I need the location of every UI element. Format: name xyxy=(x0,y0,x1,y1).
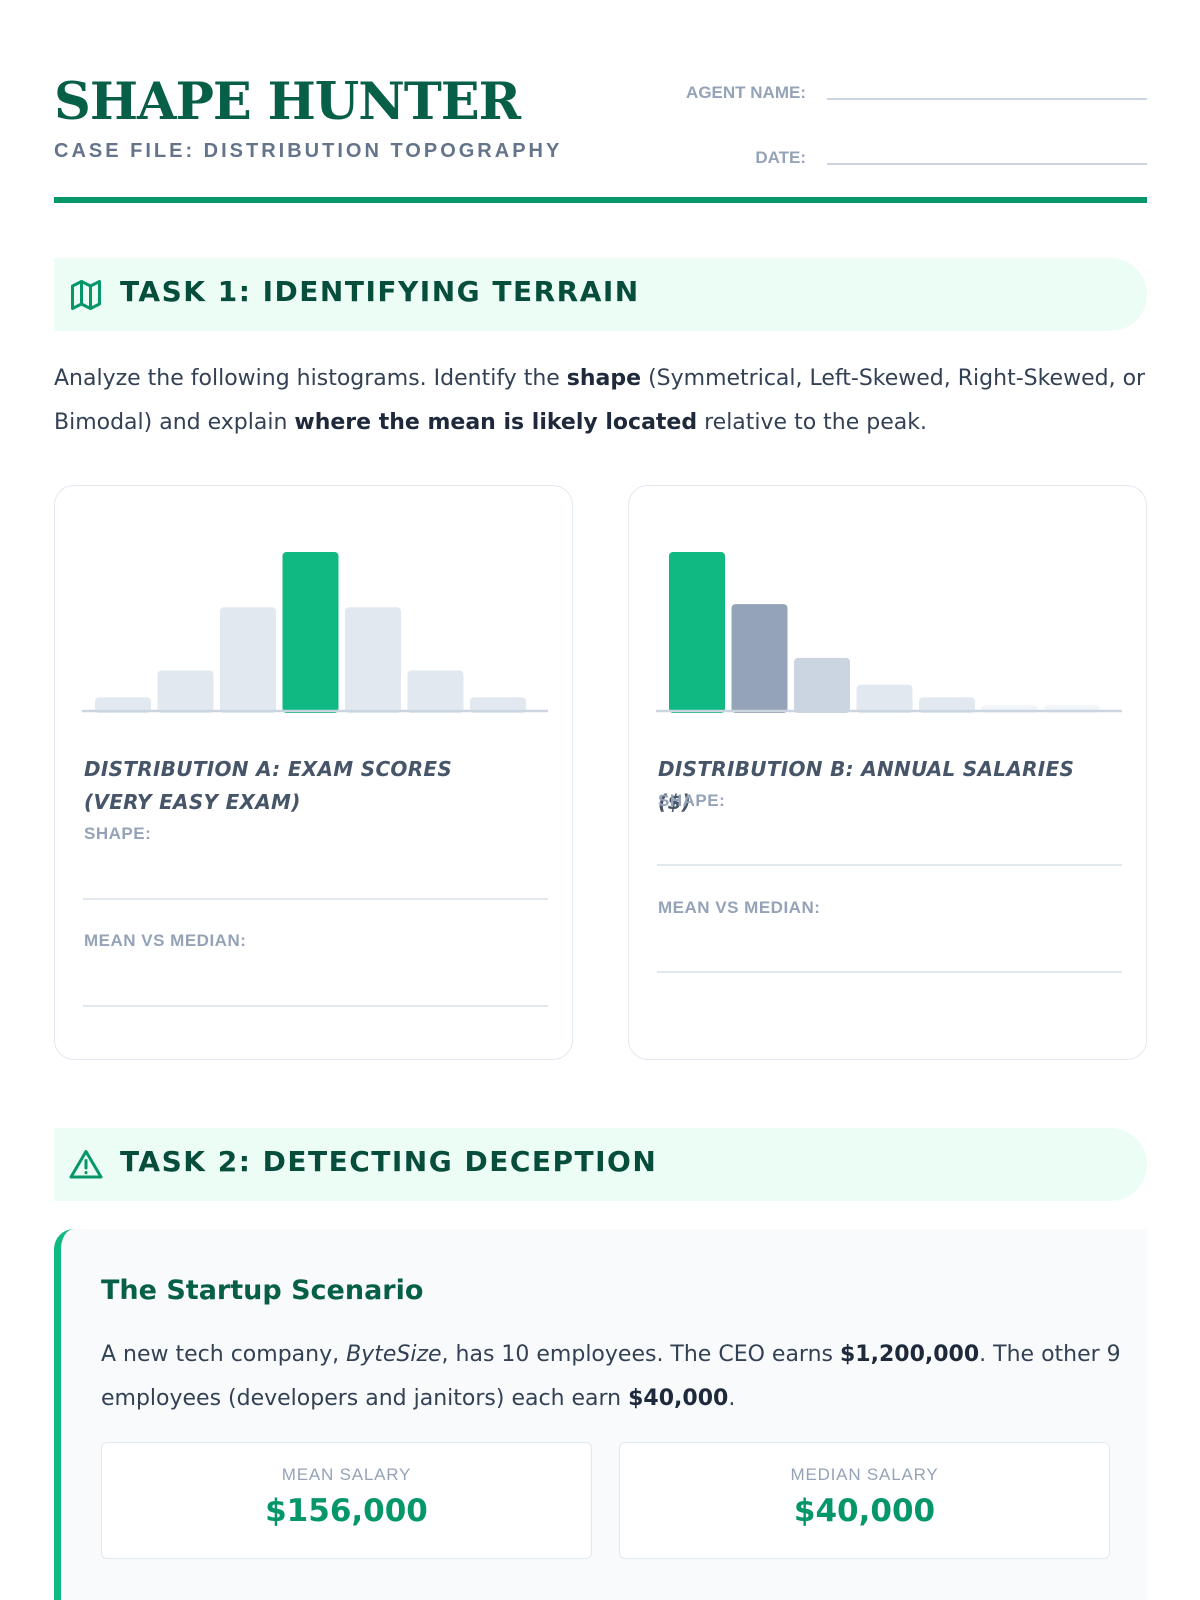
mean-salary-value: $156,000 xyxy=(265,1493,428,1529)
histogram-bar xyxy=(794,657,850,713)
task1-instructions: Analyze the following histograms. Identi… xyxy=(54,366,1146,435)
date-label: DATE: xyxy=(755,148,806,167)
histogram-bar xyxy=(345,607,401,713)
histogram-a xyxy=(82,552,548,713)
shape-answer-line[interactable] xyxy=(657,864,1122,866)
warning-icon xyxy=(69,1150,103,1179)
histogram-bar xyxy=(731,604,788,713)
median-salary-card: MEDIAN SALARY $40,000 xyxy=(619,1442,1110,1559)
median-salary-label: MEDIAN SALARY xyxy=(790,1465,939,1484)
task1-banner: TASK 1: IDENTIFYING TERRAIN xyxy=(54,258,1147,331)
histogram-bar xyxy=(282,552,339,713)
scenario-box: The Startup Scenario A new tech company,… xyxy=(54,1229,1147,1600)
median-salary-value: $40,000 xyxy=(793,1493,936,1529)
agent-name-line[interactable] xyxy=(827,98,1147,100)
shape-label: SHAPE: xyxy=(658,791,726,810)
shape-label: SHAPE: xyxy=(84,824,152,843)
date-field[interactable]: DATE: xyxy=(667,142,1147,172)
mean-salary-card: MEAN SALARY $156,000 xyxy=(101,1442,592,1559)
histogram-bar xyxy=(470,697,526,713)
page-title: SHAPE HUNTER xyxy=(54,72,521,132)
agent-name-field[interactable]: AGENT NAME: xyxy=(667,77,1147,107)
task1-title: TASK 1: IDENTIFYING TERRAIN xyxy=(120,275,640,308)
histogram-b xyxy=(656,552,1122,713)
page-subtitle: CASE FILE: DISTRIBUTION TOPOGRAPHY xyxy=(54,140,563,162)
task2-banner: TASK 2: DETECTING DECEPTION xyxy=(54,1128,1147,1201)
agent-name-label: AGENT NAME: xyxy=(686,83,806,102)
histogram-bar xyxy=(856,684,913,713)
header-divider xyxy=(54,197,1147,203)
map-icon xyxy=(71,280,101,310)
worksheet-header: SHAPE HUNTER CASE FILE: DISTRIBUTION TOP… xyxy=(54,70,1147,204)
mean-salary-label: MEAN SALARY xyxy=(281,1465,412,1484)
task2-title: TASK 2: DETECTING DECEPTION xyxy=(120,1145,658,1178)
mean-vs-median-answer-line[interactable] xyxy=(657,971,1122,973)
mean-vs-median-label: MEAN VS MEDIAN: xyxy=(84,931,247,950)
histogram-bar xyxy=(669,552,725,713)
distribution-b-card: DISTRIBUTION B: ANNUAL SALARIES ($) SHAP… xyxy=(628,485,1147,1060)
histogram-bar xyxy=(95,697,151,713)
histogram-bar xyxy=(220,607,276,713)
shape-answer-line[interactable] xyxy=(83,898,548,900)
distribution-a-title: DISTRIBUTION A: EXAM SCORES (VERY EASY E… xyxy=(84,757,453,814)
date-line[interactable] xyxy=(827,163,1147,165)
scenario-description: A new tech company, ByteSize, has 10 emp… xyxy=(101,1342,1121,1411)
histogram-bar xyxy=(919,697,975,713)
histogram-bar xyxy=(407,670,464,713)
distribution-a-card: DISTRIBUTION A: EXAM SCORES (VERY EASY E… xyxy=(54,485,573,1060)
histogram-bar xyxy=(157,670,214,713)
mean-vs-median-label: MEAN VS MEDIAN: xyxy=(658,898,821,917)
mean-vs-median-answer-line[interactable] xyxy=(83,1005,548,1007)
scenario-title: The Startup Scenario xyxy=(101,1275,424,1306)
distribution-b-title: DISTRIBUTION B: ANNUAL SALARIES ($) xyxy=(658,757,1075,814)
